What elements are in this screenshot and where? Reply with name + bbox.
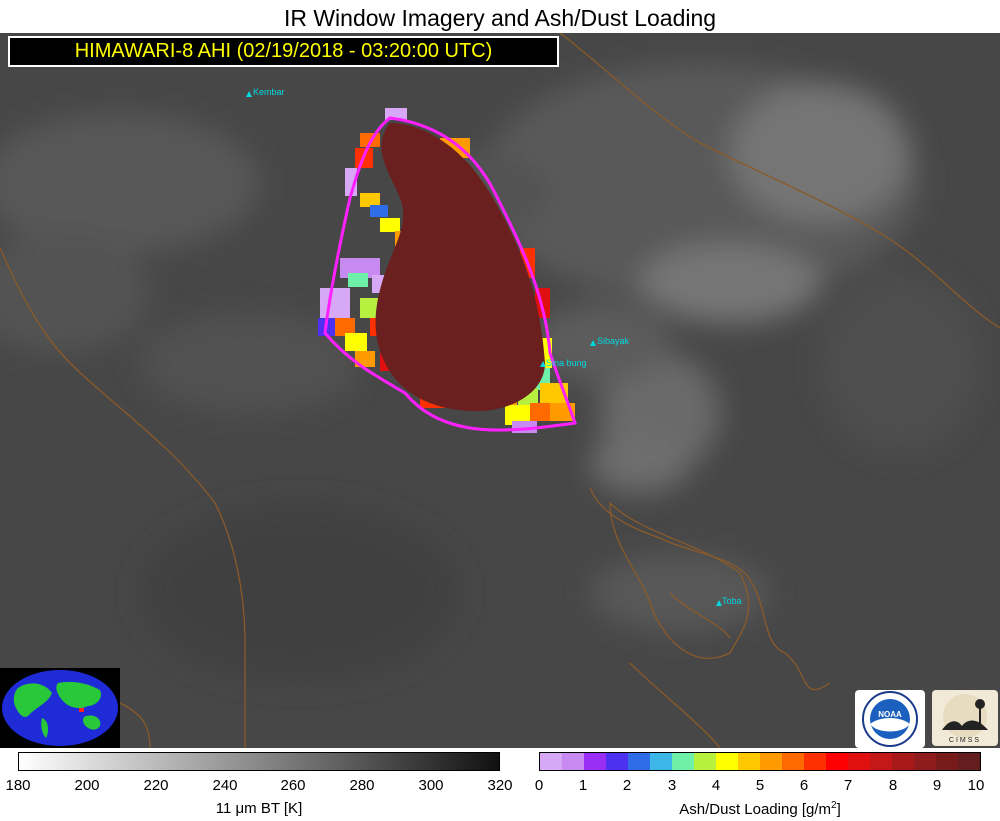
ash-core	[375, 123, 545, 412]
bt-tick: 200	[74, 777, 100, 794]
ash-tick: 6	[799, 777, 809, 794]
bt-tick: 260	[280, 777, 306, 794]
ash-colorbar-swatch	[958, 753, 980, 770]
ash-colorbar-swatch	[716, 753, 738, 770]
bt-tick: 300	[418, 777, 444, 794]
cloud-texture	[0, 63, 980, 683]
volcano-label: Sina bung	[546, 358, 587, 368]
ash-colorbar-swatch	[914, 753, 936, 770]
cimss-logo: CIMSS	[932, 690, 998, 746]
bt-label-mu: μ	[235, 800, 245, 817]
volcano-triangle-icon	[590, 340, 596, 346]
bt-tick: 180	[5, 777, 31, 794]
cimss-emblem-icon: CIMSS	[942, 694, 988, 744]
volcano-label: Toba	[722, 596, 742, 606]
volcano-triangle-icon	[540, 361, 546, 367]
ash-tick: 4	[711, 777, 721, 794]
ash-colorbar-swatch	[936, 753, 958, 770]
cimss-text: CIMSS	[949, 737, 981, 744]
ash-colorbar-swatch	[848, 753, 870, 770]
noaa-logo: NOAA	[855, 690, 925, 748]
bt-tick: 280	[349, 777, 375, 794]
ash-tick: 1	[578, 777, 588, 794]
ash-outline	[323, 116, 577, 432]
satellite-map	[0, 33, 1000, 748]
bt-tick: 220	[143, 777, 169, 794]
ash-colorbar-swatch	[782, 753, 804, 770]
bt-label-pre: 11	[215, 800, 236, 817]
bt-colorbar	[18, 752, 500, 771]
volcano-triangle-icon	[716, 600, 722, 606]
globe-inset-icon	[0, 668, 120, 748]
ash-colorbar-swatch	[760, 753, 782, 770]
coastlines	[0, 33, 1000, 748]
ash-colorbar-swatch	[694, 753, 716, 770]
ash-tick: 8	[888, 777, 898, 794]
ash-tick: 3	[667, 777, 677, 794]
volcano-label: Kembar	[253, 87, 285, 97]
ash-tick: 7	[843, 777, 853, 794]
ash-tick: 10	[967, 777, 985, 794]
ash-colorbar-swatch	[628, 753, 650, 770]
sensor-time-banner: HIMAWARI-8 AHI (02/19/2018 - 03:20:00 UT…	[8, 36, 559, 67]
volcano-label: Sibayak	[597, 336, 630, 346]
bt-tick: 240	[212, 777, 238, 794]
bt-tick: 320	[487, 777, 513, 794]
ash-label-end: ]	[836, 801, 841, 818]
ash-label-text: Ash/Dust Loading [g/m	[679, 801, 832, 818]
ash-colorbar-swatch	[892, 753, 914, 770]
ash-label-sup: 2	[831, 800, 837, 811]
ash-plume	[318, 108, 575, 433]
ash-colorbar-swatch	[672, 753, 694, 770]
ash-colorbar-swatch	[540, 753, 562, 770]
bt-colorbar-label: 11 μm BT [K]	[216, 800, 302, 817]
bt-label-post: m BT [K]	[244, 800, 303, 817]
figure-title: IR Window Imagery and Ash/Dust Loading	[283, 5, 717, 31]
ash-colorbar-swatch	[650, 753, 672, 770]
ash-tick: 5	[755, 777, 765, 794]
ash-colorbar-swatch	[562, 753, 584, 770]
ash-colorbar-swatch	[826, 753, 848, 770]
noaa-text: NOAA	[878, 710, 902, 719]
ash-colorbar-swatch	[606, 753, 628, 770]
ash-colorbar-swatch	[584, 753, 606, 770]
ash-colorbar-swatch	[738, 753, 760, 770]
ash-colorbar-swatch	[804, 753, 826, 770]
ash-colorbar-label: Ash/Dust Loading [g/m2]	[679, 800, 841, 818]
ash-tick: 0	[534, 777, 544, 794]
noaa-emblem-icon: NOAA	[862, 691, 918, 747]
ash-tick: 9	[932, 777, 942, 794]
volcano-triangle-icon	[246, 91, 252, 97]
ash-colorbar	[539, 752, 981, 771]
ash-tick: 2	[622, 777, 632, 794]
ash-colorbar-swatch	[870, 753, 892, 770]
